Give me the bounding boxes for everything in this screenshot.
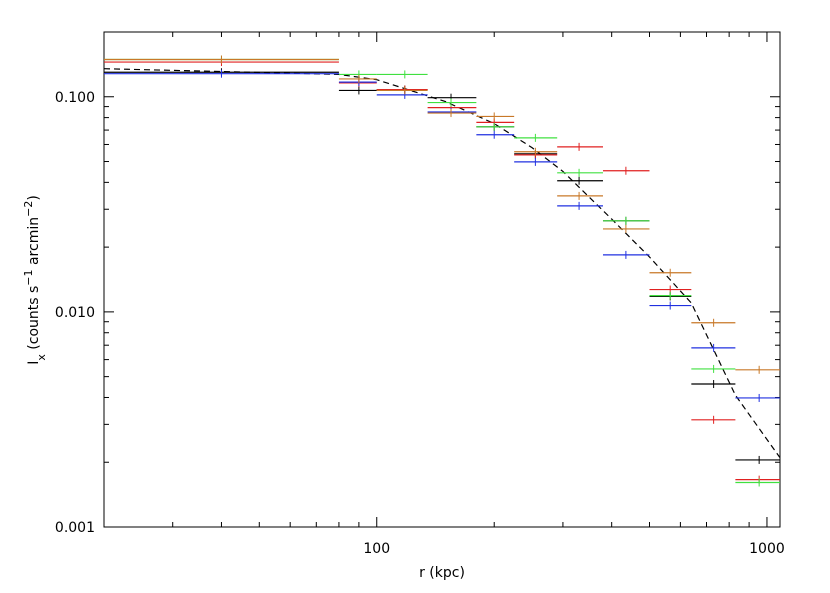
y-axis-label-part: (counts s xyxy=(26,286,42,354)
y-axis-label-part: x xyxy=(35,354,48,361)
x-axis-label: r (kpc) xyxy=(419,565,465,581)
model-line xyxy=(103,68,781,459)
y-axis-label-part: −1 xyxy=(22,269,35,285)
x-tick-label: 1000 xyxy=(749,541,785,557)
y-axis-label: Ix (counts s−1 arcmin−2) xyxy=(22,195,48,365)
y-tick-label: 0.001 xyxy=(55,520,95,536)
y-axis-label-part: I xyxy=(26,361,42,365)
y-axis-label-part: ) xyxy=(26,195,42,200)
plot-frame xyxy=(103,31,781,528)
y-axis-label-part: −2 xyxy=(22,201,35,217)
y-tick-label: 0.100 xyxy=(55,90,95,106)
y-tick-label: 0.010 xyxy=(55,305,95,321)
y-axis-label-part: arcmin xyxy=(26,217,42,270)
x-tick-label: 100 xyxy=(363,541,390,557)
